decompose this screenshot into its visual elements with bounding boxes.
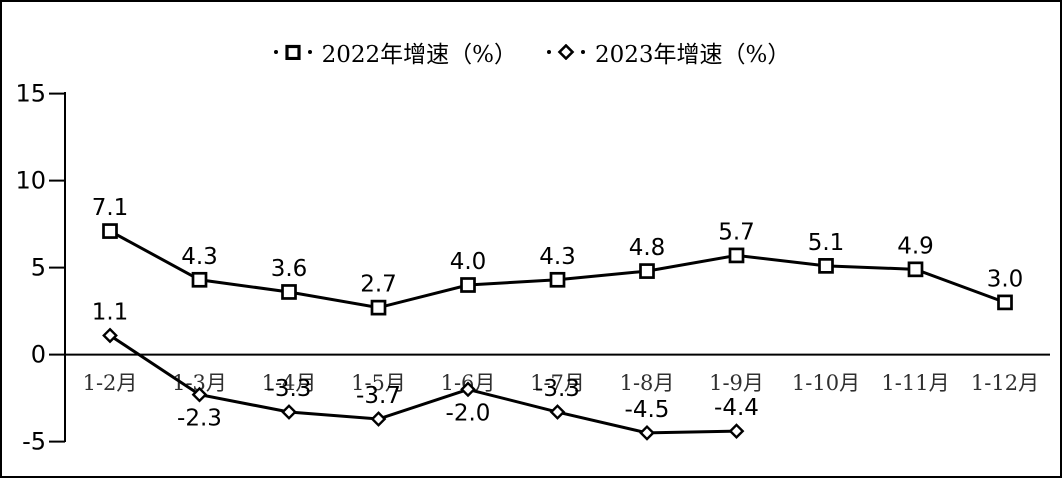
data-point-marker-diamond [549,404,566,420]
data-value-label: -2.3 [177,406,222,432]
legend-label-2022: 2022年增速（%） [321,42,517,68]
data-point-marker-square [907,261,924,278]
data-value-label: 5.7 [718,219,755,245]
data-point-marker-diamond [460,381,476,398]
legend-item-2023: 2023年增速（%） [545,35,790,69]
data-value-label: -4.5 [625,397,670,423]
series-2023-line [109,334,737,435]
legend-marker-diamond-icon [547,44,585,60]
x-axis-label: 1-12月 [971,371,1039,395]
data-point-marker-square [460,277,476,293]
data-point-marker-square [997,294,1013,311]
data-value-label: 4.3 [539,244,576,270]
data-point-marker-square [370,299,387,316]
data-point-marker-diamond [370,411,387,427]
data-value-label: 1.1 [92,299,129,325]
data-point-marker-diamond [191,386,208,403]
data-value-label: -3.7 [356,383,401,409]
legend-marker-square-icon [273,44,312,60]
data-point-marker-diamond [728,423,745,440]
data-point-marker-square [728,247,745,264]
x-axis-label: 1-11月 [881,371,949,395]
x-axis-label: 1-9月 [709,371,764,395]
data-value-label: -4.4 [714,395,759,421]
data-point-marker-square [191,271,208,288]
x-axis-label: 1-7月 [530,371,585,395]
data-value-label: 5.1 [808,230,845,256]
chart-legend: 2022年增速（%） 2023年增速（%） [2,35,1060,69]
data-value-label: 3.0 [987,266,1024,292]
data-value-label: 3.6 [271,256,308,282]
x-axis-label: 1-8月 [620,371,675,395]
x-axis-label: 1-4月 [262,371,317,395]
data-point-marker-square [102,223,118,239]
y-axis-tick-label: 15 [15,80,46,108]
data-point-marker-square [639,263,655,279]
y-axis-tick-label: 10 [15,167,46,195]
x-axis-label: 1-2月 [83,371,138,395]
data-value-label: -2.0 [446,400,491,426]
y-axis-tick-label: 5 [31,254,46,282]
data-point-marker-square [281,284,297,300]
data-point-marker-diamond [102,327,118,344]
data-point-marker-square [818,258,834,274]
legend-item-2022: 2022年增速（%） [272,35,517,69]
data-value-label: 2.7 [360,272,397,298]
y-axis-tick-label: 0 [31,341,46,369]
data-value-label: -3.3 [535,376,580,402]
data-value-label: 4.8 [629,235,666,261]
data-value-label: 4.9 [897,233,934,259]
data-point-marker-diamond [639,425,655,441]
data-value-label: 4.3 [181,244,218,270]
data-value-label: 4.0 [450,249,487,275]
data-value-label: -3.3 [267,376,312,402]
legend-label-2023: 2023年增速（%） [595,42,791,68]
data-value-label: 7.1 [92,195,129,221]
data-point-marker-diamond [281,404,297,420]
data-point-marker-square [549,271,566,288]
y-axis-tick-label: -5 [22,428,46,456]
x-axis-label: 1-10月 [792,371,860,395]
x-axis-label: 1-5月 [351,371,406,395]
